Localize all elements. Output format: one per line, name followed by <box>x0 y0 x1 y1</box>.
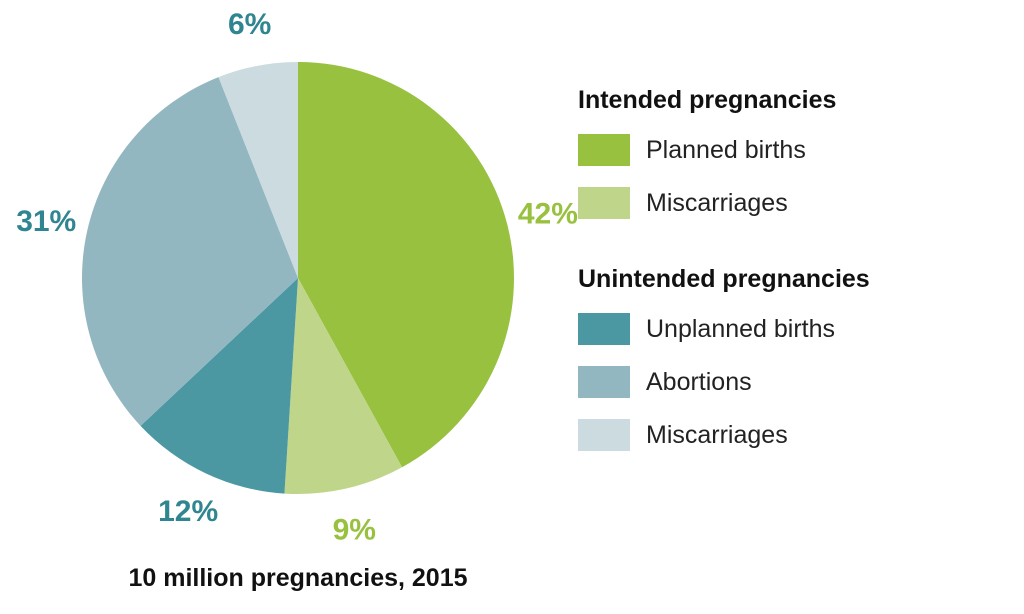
legend-item-unplanned-births: Unplanned births <box>578 313 835 345</box>
legend-group-title-unintended: Unintended pregnancies <box>578 265 870 293</box>
pie-slice-unintended-unplanned-births-percent-label: 12% <box>158 495 218 528</box>
pie-slices <box>81 62 515 494</box>
pie-slice-unintended-miscarriages <box>218 62 298 278</box>
legend-swatch-unintended-miscarriages <box>578 419 630 451</box>
legend-swatch-unplanned-births <box>578 313 630 345</box>
legend-item-intended-miscarriages: Miscarriages <box>578 187 788 219</box>
pie-slice-intended-miscarriages <box>284 278 403 494</box>
pie-slice-intended-planned-births-percent-label: 42% <box>518 197 578 230</box>
legend-label-unplanned-births: Unplanned births <box>646 314 836 343</box>
pie-slice-unintended-abortions <box>81 77 299 426</box>
pie-slice-unintended-miscarriages-percent-label: 6% <box>228 8 271 41</box>
legend-group-title-intended: Intended pregnancies <box>578 86 837 114</box>
legend-label-intended-miscarriages: Miscarriages <box>646 188 788 217</box>
legend-swatch-abortions <box>578 366 630 398</box>
legend-item-abortions: Abortions <box>578 366 752 398</box>
slice-percentage-labels: 42% 9% 12% 31% 6% <box>16 8 578 546</box>
pie-slice-unintended-abortions-percent-label: 31% <box>16 205 76 238</box>
legend-swatch-planned-births <box>578 134 630 166</box>
legend-label-planned-births: Planned births <box>646 135 806 164</box>
pie-slice-intended-planned-births <box>298 62 515 468</box>
legend-item-unintended-miscarriages: Miscarriages <box>578 419 788 451</box>
chart-caption: 10 million pregnancies, 2015 <box>128 564 467 592</box>
legend-item-planned-births: Planned births <box>578 134 806 166</box>
legend-label-abortions: Abortions <box>646 367 752 396</box>
legend-label-unintended-miscarriages: Miscarriages <box>646 420 788 449</box>
legend-swatch-intended-miscarriages <box>578 187 630 219</box>
pie-slice-unintended-unplanned-births <box>140 278 298 494</box>
pie-slice-intended-miscarriages-percent-label: 9% <box>333 513 376 546</box>
